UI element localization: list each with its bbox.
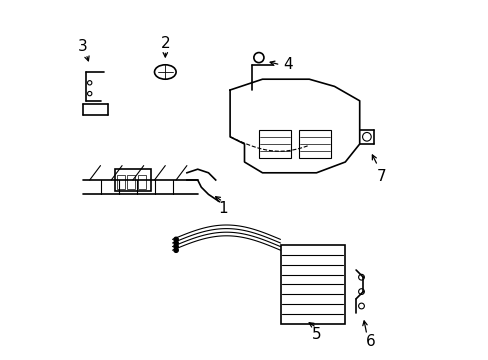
Bar (127, 175, 135, 189)
Text: 4: 4 (283, 57, 292, 72)
Bar (138, 175, 146, 189)
Bar (280, 245, 345, 324)
Text: 7: 7 (376, 169, 386, 184)
Circle shape (174, 237, 178, 242)
Bar (298, 130, 330, 158)
Ellipse shape (154, 65, 176, 79)
Circle shape (174, 248, 178, 252)
Text: 5: 5 (311, 327, 321, 342)
Bar (117, 175, 124, 189)
Bar (258, 130, 291, 158)
Circle shape (174, 241, 178, 245)
Text: 1: 1 (218, 201, 227, 216)
Text: 6: 6 (365, 334, 375, 350)
Text: 3: 3 (78, 39, 87, 54)
Circle shape (174, 244, 178, 249)
Text: 2: 2 (160, 36, 170, 51)
Bar (115, 169, 151, 191)
